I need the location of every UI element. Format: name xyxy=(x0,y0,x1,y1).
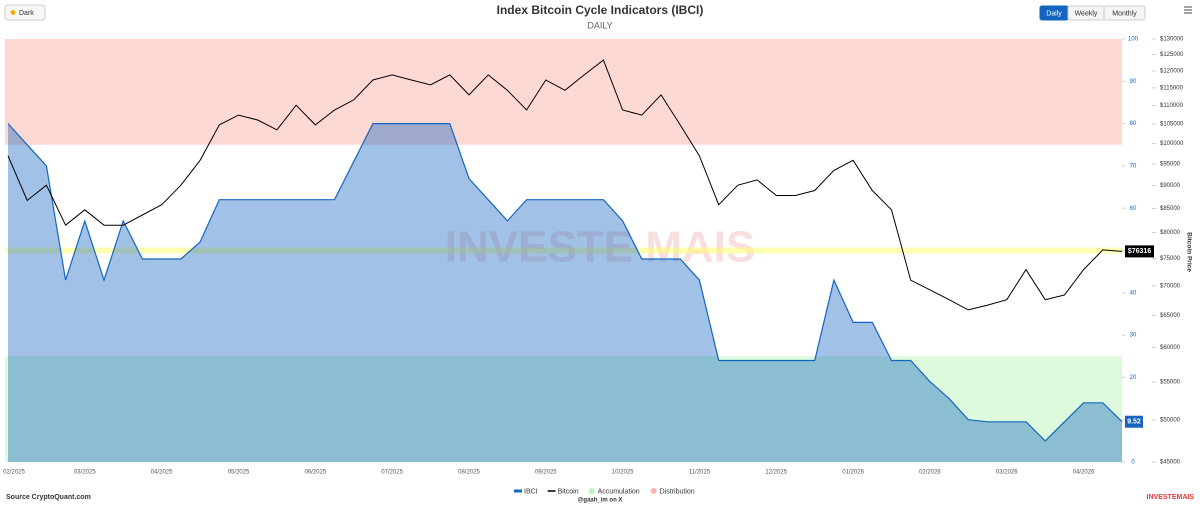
chart-title: Index Bitcoin Cycle Indicators (IBCI) xyxy=(497,3,704,17)
y2-tick-label: $75000 xyxy=(1160,256,1181,262)
y-tick-label: 40 xyxy=(1130,290,1137,296)
y2-tick-label: $85000 xyxy=(1160,206,1181,212)
y-tick-label: 80 xyxy=(1130,121,1137,127)
price-badge xyxy=(1125,245,1154,258)
y2-tick-label: $95000 xyxy=(1160,162,1181,168)
price-badge-label: $76316 xyxy=(1128,248,1151,255)
legend-label[interactable]: IBCI xyxy=(524,488,538,495)
y-tick-label: 90 xyxy=(1130,79,1137,85)
y2-tick-label: $115000 xyxy=(1160,85,1184,91)
period-button[interactable]: Daily xyxy=(1039,5,1069,21)
y2-tick-label: $100000 xyxy=(1160,141,1184,147)
theme-button-frame[interactable] xyxy=(4,4,46,21)
x-tick-label: 01/2026 xyxy=(842,470,864,476)
x-tick-label: 10/2025 xyxy=(612,470,634,476)
y-tick-label: 70 xyxy=(1130,163,1137,169)
y2-tick-label: $125000 xyxy=(1160,52,1184,58)
legend-label[interactable]: Accumulation xyxy=(598,488,640,495)
y2-tick-label: $120000 xyxy=(1160,68,1184,74)
y2-tick-label: $105000 xyxy=(1160,122,1184,128)
y-tick-label: 20 xyxy=(1130,375,1137,381)
chart-subtitle: DAILY xyxy=(587,20,612,30)
x-tick-label: 04/2025 xyxy=(151,470,173,476)
y2-tick-label: $65000 xyxy=(1160,313,1181,319)
source-note: Source CryptoQuant.com xyxy=(6,494,91,501)
x-tick-label: 05/2025 xyxy=(228,470,250,476)
period-button-label[interactable]: Monthly xyxy=(1112,10,1137,17)
moon-icon xyxy=(10,10,16,15)
value-badge-label: 9.52 xyxy=(1127,419,1141,426)
x-tick-label: 07/2025 xyxy=(381,470,403,476)
y-tick-label: 0 xyxy=(1131,460,1135,466)
legend-label[interactable]: Distribution xyxy=(660,488,695,495)
x-tick-label: 03/2025 xyxy=(74,470,96,476)
credit: @gaah_im on X xyxy=(578,498,623,504)
brand: INVESTEMAIS xyxy=(1147,494,1195,501)
legend-swatch[interactable] xyxy=(588,488,595,494)
x-tick-label: 09/2025 xyxy=(535,470,557,476)
x-tick-label: 12/2025 xyxy=(765,470,787,476)
x-tick-label: 11/2025 xyxy=(689,470,711,476)
x-tick-label: 08/2025 xyxy=(458,470,480,476)
y2-tick-label: $55000 xyxy=(1160,380,1181,386)
watermark: INVESTE MAIS xyxy=(445,223,756,272)
y2-tick-label: $50000 xyxy=(1160,418,1181,424)
y-tick-label: 30 xyxy=(1130,333,1137,339)
y-tick-label: 100 xyxy=(1128,37,1139,43)
y2-tick-label: $110000 xyxy=(1160,103,1184,109)
value-badge xyxy=(1125,415,1143,428)
y2-tick-label: $45000 xyxy=(1160,460,1181,466)
x-tick-label: 02/2026 xyxy=(919,470,941,476)
period-button[interactable]: Weekly xyxy=(1067,5,1105,21)
period-button[interactable]: Monthly xyxy=(1103,5,1146,21)
y2-axis-label: Bitcoin Price xyxy=(1185,232,1192,272)
y2-tick-label: $70000 xyxy=(1160,283,1181,289)
y-tick-label: 60 xyxy=(1130,206,1137,212)
period-button-frame[interactable] xyxy=(1103,5,1146,21)
legend-label[interactable]: Bitcoin xyxy=(558,488,579,495)
legend-swatch[interactable] xyxy=(650,488,657,494)
legend: IBCI Bitcoin Accumulation Distribution xyxy=(514,488,695,495)
area xyxy=(8,123,1122,462)
period-button-label[interactable]: Weekly xyxy=(1075,10,1098,17)
x-tick-label: 03/2026 xyxy=(996,470,1018,476)
theme-button[interactable]: Dark xyxy=(4,4,46,21)
menu-icon[interactable] xyxy=(1184,6,1192,14)
legend-item[interactable]: Distribution xyxy=(650,488,695,495)
plot-area: INVESTE MAIS xyxy=(5,39,1123,462)
x-tick-label: 02/2025 xyxy=(3,470,25,476)
legend-item[interactable]: IBCI xyxy=(514,488,538,495)
highlight-band xyxy=(5,247,1122,254)
zone-band xyxy=(5,356,1122,462)
period-button-label[interactable]: Daily xyxy=(1046,10,1062,17)
series-line xyxy=(7,123,1123,442)
x-tick-label: 06/2025 xyxy=(304,470,326,476)
y2-tick-label: $80000 xyxy=(1160,230,1181,236)
theme-button-label[interactable]: Dark xyxy=(19,10,34,17)
series-line xyxy=(7,59,1123,311)
x-tick-label: 04/2026 xyxy=(1073,470,1095,476)
legend-item[interactable]: Accumulation xyxy=(588,488,640,495)
y2-tick-label: $90000 xyxy=(1160,183,1181,189)
zone-band xyxy=(5,39,1122,145)
legend-item[interactable]: Bitcoin xyxy=(547,488,579,495)
y2-tick-label: $130000 xyxy=(1160,37,1184,43)
y2-tick-label: $60000 xyxy=(1160,345,1181,351)
